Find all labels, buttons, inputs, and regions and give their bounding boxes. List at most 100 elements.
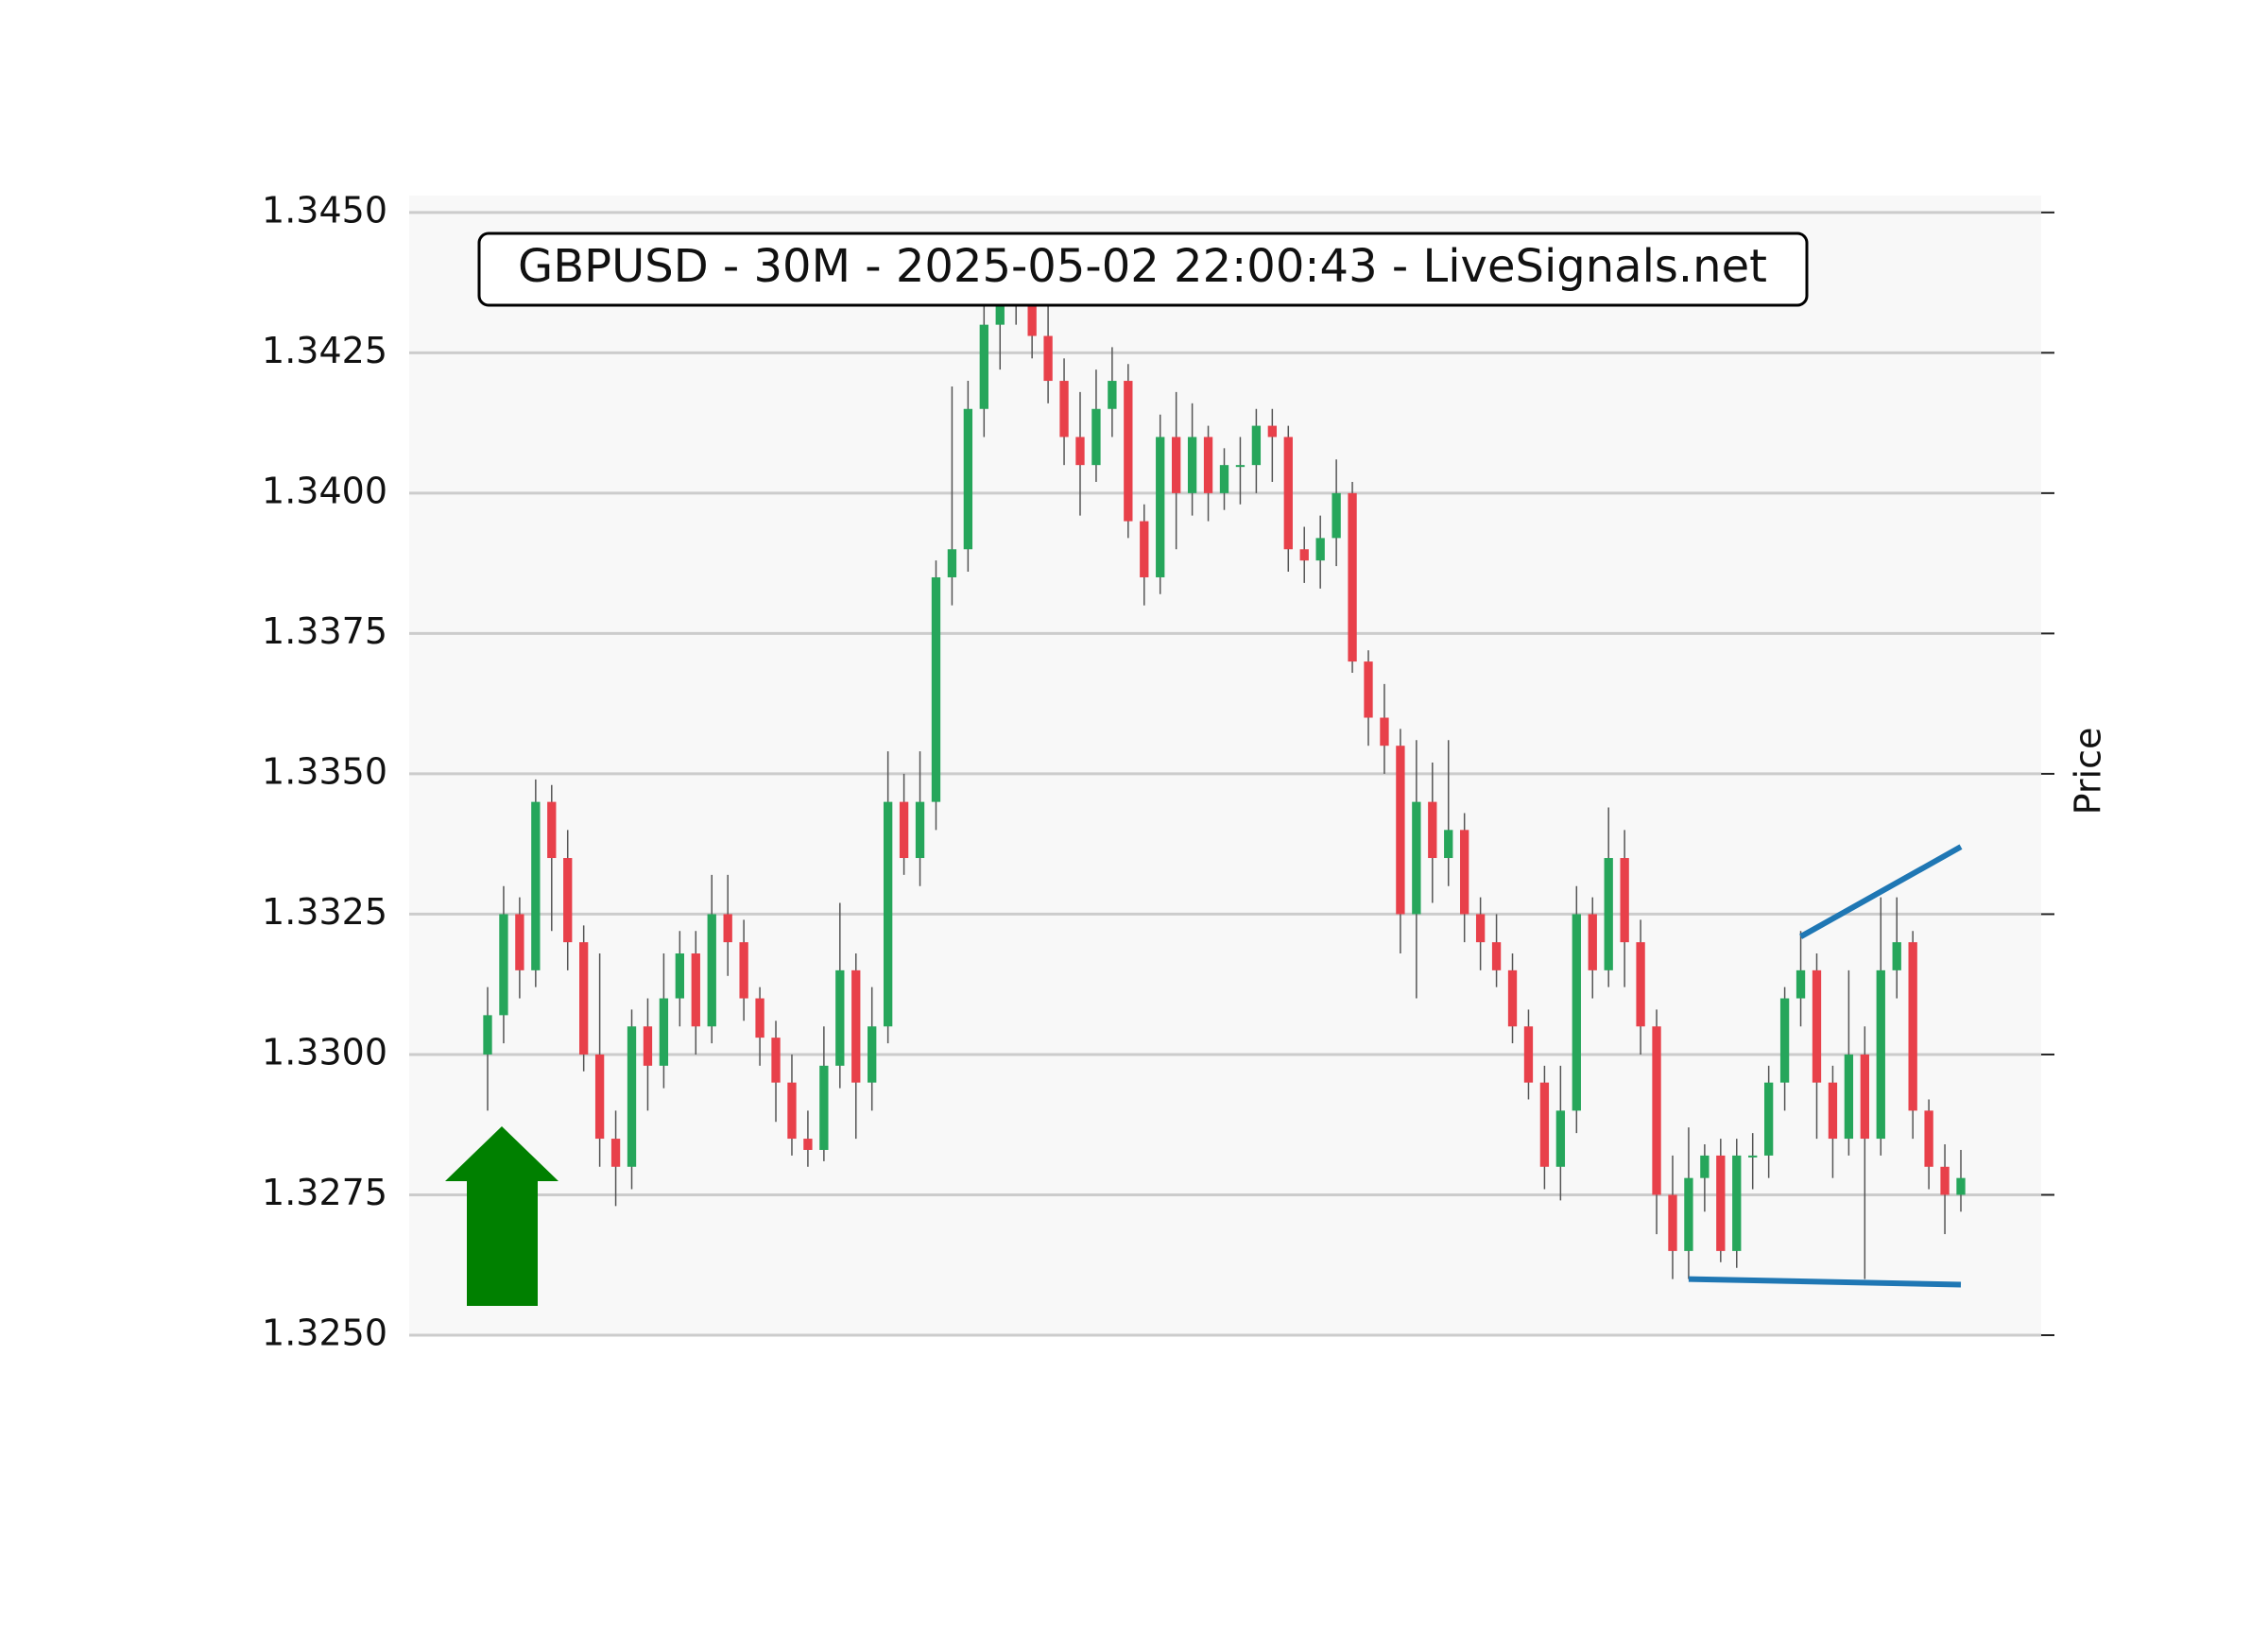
candle-body	[1075, 437, 1085, 466]
candle-body	[1604, 858, 1613, 970]
candle-body	[723, 914, 732, 943]
candle-body	[851, 969, 861, 1083]
candle-body	[579, 942, 589, 1055]
candle-body	[1124, 381, 1133, 522]
candle-body	[931, 576, 941, 802]
candle-body	[627, 1026, 637, 1167]
candle-body	[1700, 1155, 1710, 1178]
candle-body	[1140, 521, 1149, 577]
candle-body	[1523, 1026, 1534, 1083]
candle-body	[531, 801, 541, 970]
candle-body	[547, 801, 557, 859]
candle-body	[675, 953, 685, 999]
candle-body	[1812, 969, 1822, 1083]
candle-body	[643, 1026, 653, 1066]
candle-body	[1108, 381, 1117, 409]
plot-area	[409, 196, 2041, 1335]
candle-body	[1428, 801, 1437, 859]
candle-body	[1732, 1155, 1742, 1251]
candle-body	[1059, 381, 1069, 438]
candle-body	[1364, 661, 1373, 718]
candle-body	[963, 408, 973, 550]
candle-body	[915, 801, 925, 859]
candle-body	[835, 969, 845, 1066]
candle-body	[1380, 717, 1389, 746]
candle-body	[1267, 425, 1277, 438]
candle-body	[1716, 1155, 1726, 1251]
candle-body	[1203, 437, 1213, 493]
candle-body	[1412, 801, 1421, 915]
candle-body	[771, 1038, 781, 1083]
candle-body	[1636, 942, 1645, 1027]
candle-body	[594, 1054, 605, 1140]
candle-body	[1460, 830, 1469, 915]
candle-body	[1763, 1082, 1774, 1156]
candle-body	[1507, 969, 1518, 1027]
candle-body	[1668, 1194, 1677, 1251]
candle-body	[1348, 492, 1357, 662]
candle-body	[483, 1015, 492, 1055]
candle-body	[1652, 1026, 1661, 1195]
candle-body	[1684, 1177, 1693, 1251]
candle-body	[739, 942, 748, 999]
y-tick-label: 1.3425	[262, 330, 387, 371]
candle-body	[1956, 1177, 1966, 1195]
candle-body	[868, 1026, 877, 1083]
candle-body	[1444, 830, 1453, 859]
candle-body	[1844, 1054, 1854, 1140]
y-tick-label: 1.3300	[262, 1031, 387, 1072]
candle-body	[1908, 942, 1917, 1111]
title-box	[477, 232, 1809, 307]
candle-body	[1572, 914, 1581, 1111]
buy-arrow	[445, 1126, 558, 1306]
candle-body	[1796, 969, 1806, 999]
candle-body	[659, 998, 669, 1066]
y-tick-label: 1.3350	[262, 750, 387, 792]
candle-body	[707, 914, 716, 1027]
candle-body	[1235, 465, 1246, 468]
candles	[483, 240, 1966, 1279]
trendlines	[1688, 844, 1963, 1288]
candle-body	[1219, 465, 1229, 493]
candle-body	[1332, 492, 1341, 539]
candle-body	[1315, 538, 1325, 561]
candle-body	[1491, 942, 1502, 970]
candle-body	[1748, 1155, 1758, 1158]
candle-body	[515, 914, 524, 970]
candle-body	[1396, 746, 1405, 915]
chart-title: GBPUSD - 30M - 2025-05-02 22:00:43 - Liv…	[518, 240, 1767, 293]
y-tick-label: 1.3325	[262, 891, 387, 933]
y-tick-label: 1.3450	[262, 189, 387, 231]
candle-body	[610, 1139, 621, 1167]
candle-body	[563, 858, 573, 943]
y-tick-label: 1.3400	[262, 470, 387, 511]
trendline	[1688, 1276, 1962, 1288]
candle-body	[1091, 408, 1101, 466]
candle-body	[1187, 437, 1197, 493]
candle-body	[755, 998, 765, 1038]
candle-body	[1876, 969, 1885, 1140]
candle-body	[979, 324, 988, 409]
candle-body	[1172, 437, 1181, 493]
candle-body	[1860, 1054, 1869, 1140]
candle-body	[691, 953, 700, 1027]
candle-body	[1251, 425, 1262, 466]
candle-body	[787, 1082, 797, 1140]
candle-body	[1475, 914, 1486, 943]
candle-body	[1299, 549, 1309, 561]
candle-body	[1828, 1082, 1838, 1140]
candle-body	[995, 296, 1005, 325]
candle-body	[1555, 1110, 1566, 1167]
candle-body	[1588, 914, 1597, 970]
candle-body	[1043, 335, 1053, 382]
y-axis-label: Price	[2068, 728, 2109, 815]
candle-body	[1283, 437, 1293, 550]
candle-body	[883, 801, 893, 1027]
candle-body	[1924, 1110, 1933, 1167]
y-tick-label: 1.3275	[262, 1172, 387, 1213]
y-tick-label: 1.3250	[262, 1313, 387, 1354]
candle-body	[819, 1065, 829, 1150]
y-tick-label: 1.3375	[262, 610, 387, 652]
trendline	[1799, 844, 1963, 939]
